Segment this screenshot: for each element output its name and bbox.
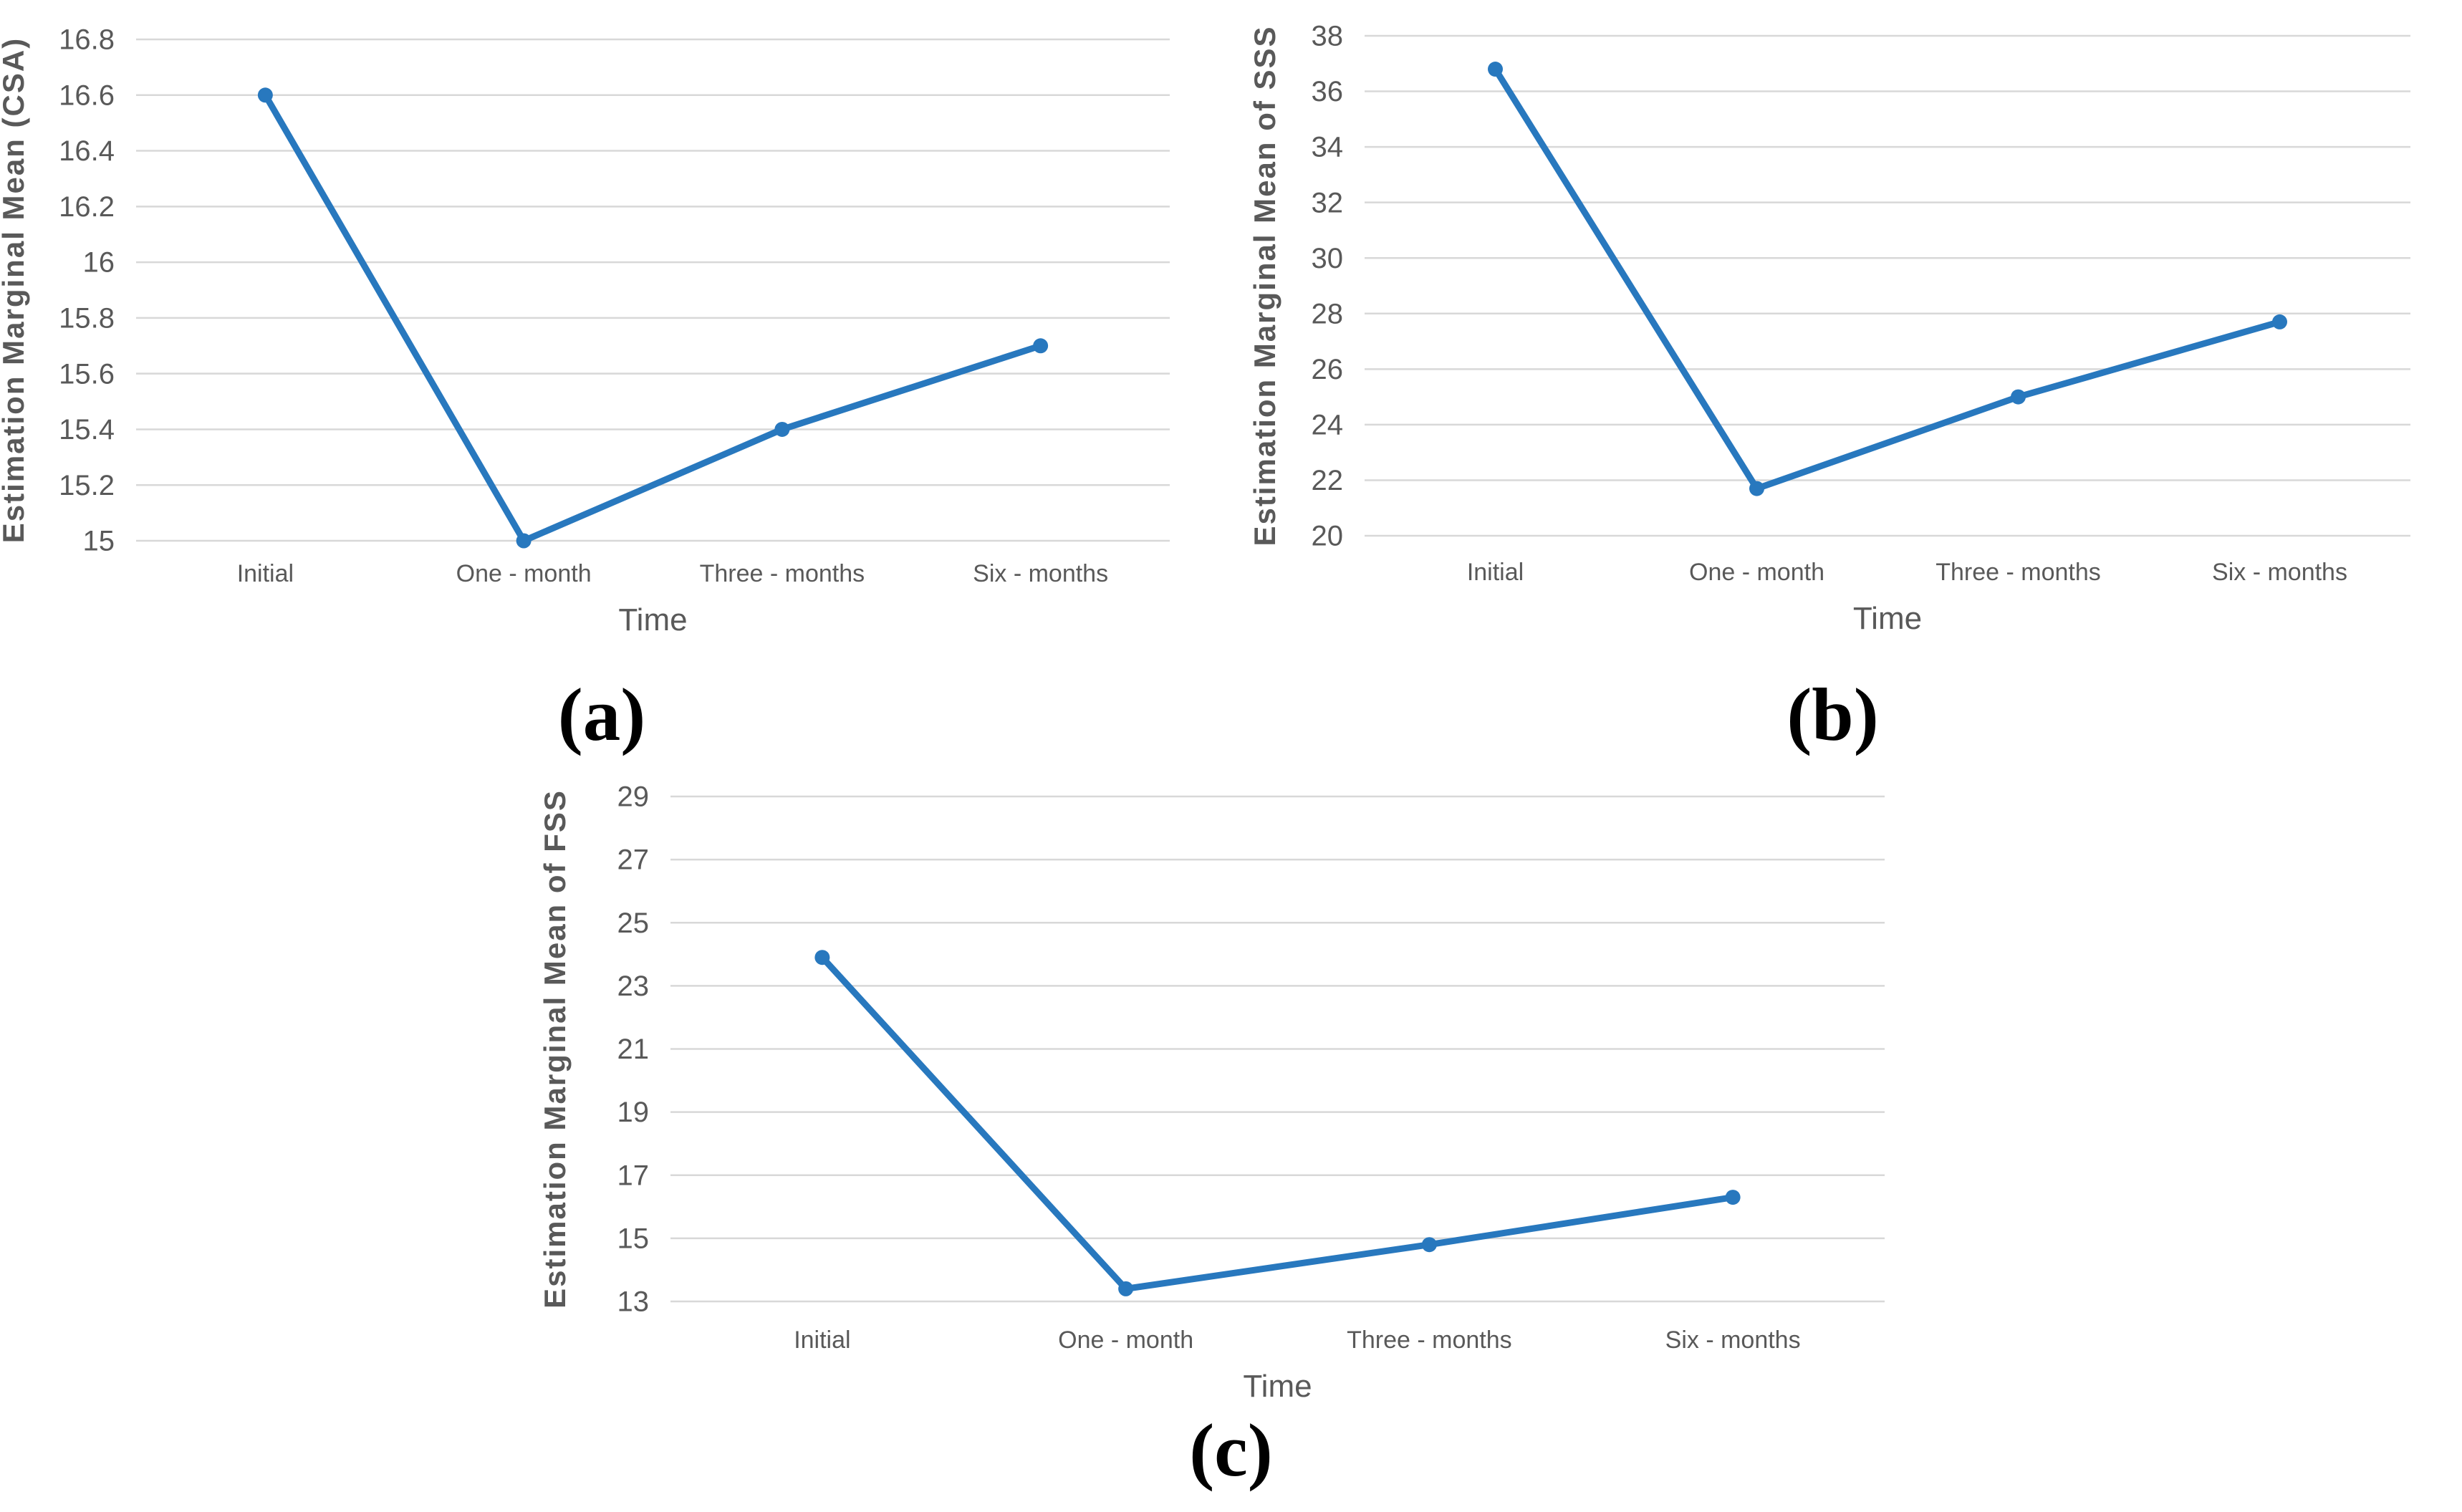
y-tick-label: 26 xyxy=(1312,354,1344,385)
x-axis-title: Time xyxy=(618,602,687,637)
y-tick-label: 15 xyxy=(83,526,115,557)
y-tick-label: 15.8 xyxy=(59,302,115,334)
data-point-marker xyxy=(774,421,790,437)
y-tick-label: 15.6 xyxy=(59,358,115,390)
chart-a-block: 15 15.2 15.4 15.6 15.8 16 16.2 16.4 16.6 16.8 Init… xyxy=(0,0,1203,752)
x-tick-label: One - month xyxy=(1058,1326,1193,1354)
y-axis-title: Estimation Marginal Mean of FSS xyxy=(538,789,572,1309)
y-axis-title: Estimation Marginal Mean (CSA) xyxy=(0,37,30,543)
chart-b-plot: 20 22 24 26 28 30 32 34 36 38 Initial One - month Th… xyxy=(1248,21,2410,636)
y-tick-label: 20 xyxy=(1312,521,1344,552)
y-tick-label: 16.8 xyxy=(59,24,115,56)
data-line xyxy=(261,92,1044,544)
y-tick-label: 16.6 xyxy=(59,80,115,111)
x-tick-label: Three - months xyxy=(700,560,865,587)
y-tick-label: 25 xyxy=(617,907,649,939)
y-tick-label: 23 xyxy=(617,971,649,1002)
y-tick-label: 36 xyxy=(1312,76,1344,107)
data-point-marker xyxy=(1488,62,1503,77)
chart-c-block: 13 15 17 19 21 23 25 27 29 Initial One - month Thre… xyxy=(522,752,1941,1488)
data-point-marker xyxy=(1749,481,1764,496)
chart-c-caption: (c) xyxy=(1189,1408,1273,1492)
top-row: 15 15.2 15.4 15.6 15.8 16 16.2 16.4 16.6 16.8 Init… xyxy=(0,0,2462,752)
y-tick-label: 16.4 xyxy=(59,135,115,167)
chart-c-plot: 13 15 17 19 21 23 25 27 29 Initial One - month Thre… xyxy=(538,781,1885,1404)
data-line xyxy=(818,954,1736,1292)
x-tick-label: Six - months xyxy=(1665,1326,1800,1354)
y-tick-label: 32 xyxy=(1312,187,1344,218)
y-tick-label: 19 xyxy=(617,1097,649,1128)
y-tick-label: 24 xyxy=(1312,409,1344,440)
y-tick-label: 34 xyxy=(1312,132,1344,163)
chart-b-block: 20 22 24 26 28 30 32 34 36 38 Initial One - month Th… xyxy=(1203,0,2462,752)
y-tick-label: 28 xyxy=(1312,298,1344,329)
data-point-marker xyxy=(814,950,830,966)
x-tick-label: Three - months xyxy=(1347,1326,1512,1354)
data-point-marker xyxy=(1033,338,1049,354)
x-axis-title: Time xyxy=(1243,1369,1312,1404)
chart-a-plot: 15 15.2 15.4 15.6 15.8 16 16.2 16.4 16.6 16.8 Init… xyxy=(0,24,1170,637)
y-tick-label: 21 xyxy=(617,1034,649,1065)
x-tick-label: One - month xyxy=(456,560,592,587)
y-tick-label: 29 xyxy=(617,781,649,813)
y-tick-label: 38 xyxy=(1312,21,1344,52)
x-tick-label: Initial xyxy=(794,1326,850,1354)
y-tick-label: 15.4 xyxy=(59,414,115,446)
y-tick-label: 27 xyxy=(617,844,649,876)
y-tick-label: 17 xyxy=(617,1160,649,1191)
x-tick-label: One - month xyxy=(1689,559,1824,586)
y-tick-label: 15 xyxy=(617,1223,649,1254)
data-point-marker xyxy=(1421,1237,1437,1253)
y-tick-label: 30 xyxy=(1312,243,1344,274)
x-tick-label: Initial xyxy=(237,560,294,587)
y-tick-label: 16.2 xyxy=(59,191,115,223)
data-point-marker xyxy=(257,87,273,103)
y-tick-label: 13 xyxy=(617,1286,649,1318)
x-tick-label: Three - months xyxy=(1936,559,2101,586)
x-tick-label: Initial xyxy=(1467,559,1524,586)
x-tick-label: Six - months xyxy=(973,560,1108,587)
y-tick-label: 16 xyxy=(83,247,115,279)
data-point-marker xyxy=(516,533,532,549)
chart-b-caption: (b) xyxy=(1787,673,1879,756)
x-axis-title: Time xyxy=(1853,601,1922,636)
data-point-marker xyxy=(2272,314,2287,329)
y-tick-label: 22 xyxy=(1312,465,1344,496)
y-tick-label: 15.2 xyxy=(59,470,115,501)
data-line xyxy=(1492,66,2283,492)
data-point-marker xyxy=(1725,1190,1741,1205)
bottom-row: 13 15 17 19 21 23 25 27 29 Initial One - month Thre… xyxy=(0,752,2462,1488)
data-point-marker xyxy=(2011,389,2026,405)
x-tick-label: Six - months xyxy=(2212,559,2347,586)
chart-a-caption: (a) xyxy=(557,673,646,756)
y-axis-title: Estimation Marginal Mean of SSS xyxy=(1248,25,1282,546)
data-point-marker xyxy=(1117,1281,1133,1296)
